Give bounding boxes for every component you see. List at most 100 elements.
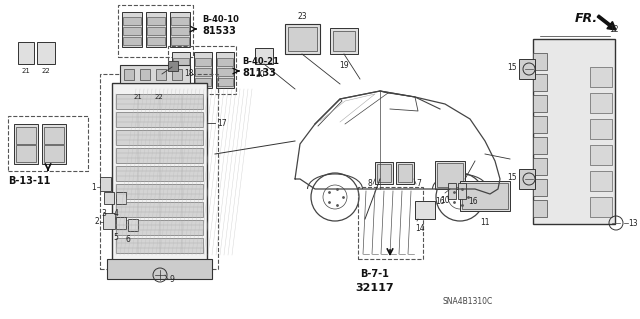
Bar bbox=[435, 161, 465, 189]
Text: 12: 12 bbox=[609, 25, 619, 34]
Text: 17: 17 bbox=[217, 118, 227, 128]
Bar bbox=[288, 27, 317, 51]
Bar bbox=[130, 71, 146, 91]
Bar bbox=[533, 200, 547, 217]
Bar bbox=[116, 217, 126, 229]
Text: 16: 16 bbox=[435, 197, 445, 205]
Bar bbox=[140, 69, 150, 80]
Bar bbox=[173, 68, 189, 76]
Bar bbox=[170, 12, 190, 47]
Bar bbox=[122, 12, 142, 47]
Text: B-40-10: B-40-10 bbox=[202, 16, 239, 25]
Bar bbox=[168, 46, 236, 94]
Bar bbox=[120, 65, 190, 83]
Bar bbox=[533, 137, 547, 154]
Bar bbox=[171, 27, 189, 35]
Bar bbox=[168, 61, 178, 71]
Text: FR.: FR. bbox=[575, 12, 598, 26]
Bar bbox=[533, 53, 547, 70]
Text: 2: 2 bbox=[94, 218, 99, 226]
Bar bbox=[330, 28, 358, 54]
Bar bbox=[16, 127, 36, 144]
Bar bbox=[462, 183, 508, 209]
Bar bbox=[437, 163, 463, 187]
Bar bbox=[116, 192, 126, 204]
Bar bbox=[116, 184, 203, 199]
Bar bbox=[123, 37, 141, 45]
Text: 21: 21 bbox=[22, 68, 31, 74]
Bar bbox=[156, 69, 166, 80]
Bar bbox=[116, 202, 203, 217]
Bar bbox=[18, 42, 34, 64]
Bar bbox=[172, 69, 182, 80]
Bar bbox=[116, 166, 203, 181]
Bar bbox=[103, 213, 115, 229]
Bar bbox=[285, 24, 320, 54]
Bar bbox=[116, 148, 203, 163]
Text: 1: 1 bbox=[92, 182, 96, 191]
Bar bbox=[42, 124, 66, 164]
Text: 21: 21 bbox=[134, 94, 143, 100]
Bar bbox=[172, 52, 190, 88]
Text: 10: 10 bbox=[440, 196, 450, 205]
Text: 7: 7 bbox=[416, 180, 421, 189]
Bar bbox=[217, 78, 233, 86]
Text: 81133: 81133 bbox=[242, 68, 276, 78]
Text: 8: 8 bbox=[367, 180, 372, 189]
Text: 5: 5 bbox=[113, 233, 118, 242]
Bar bbox=[100, 177, 111, 191]
Bar bbox=[255, 48, 273, 64]
Bar bbox=[195, 78, 211, 86]
Bar bbox=[216, 52, 234, 88]
Bar bbox=[533, 179, 547, 196]
Text: 22: 22 bbox=[42, 68, 51, 74]
Bar bbox=[173, 58, 189, 66]
Bar bbox=[533, 158, 547, 175]
Bar bbox=[171, 17, 189, 25]
Bar bbox=[590, 145, 612, 165]
Bar bbox=[116, 220, 203, 235]
Bar bbox=[333, 31, 355, 51]
Bar bbox=[123, 27, 141, 35]
Bar bbox=[533, 116, 547, 133]
Text: 19: 19 bbox=[339, 61, 349, 70]
Text: 9: 9 bbox=[170, 275, 175, 284]
Bar bbox=[147, 37, 165, 45]
Text: 18: 18 bbox=[184, 69, 193, 78]
Bar bbox=[118, 5, 193, 57]
Text: 11: 11 bbox=[480, 218, 490, 227]
Bar bbox=[16, 145, 36, 162]
Bar bbox=[195, 68, 211, 76]
Bar bbox=[116, 238, 203, 253]
Bar bbox=[100, 74, 218, 269]
Bar bbox=[460, 181, 510, 211]
Text: 20: 20 bbox=[255, 70, 264, 79]
Text: 13: 13 bbox=[628, 219, 637, 227]
Text: B-13-11: B-13-11 bbox=[8, 176, 51, 186]
Bar bbox=[14, 124, 38, 164]
Bar bbox=[123, 17, 141, 25]
Bar bbox=[124, 69, 134, 80]
Text: 3: 3 bbox=[102, 209, 106, 218]
Bar bbox=[150, 71, 168, 91]
Text: 15: 15 bbox=[508, 173, 517, 182]
Bar bbox=[217, 58, 233, 66]
Bar bbox=[8, 116, 88, 171]
Bar bbox=[398, 164, 412, 182]
Bar bbox=[358, 187, 423, 259]
Bar bbox=[590, 93, 612, 113]
Text: 6: 6 bbox=[125, 235, 131, 244]
Bar bbox=[147, 27, 165, 35]
Bar bbox=[44, 145, 64, 162]
Bar bbox=[396, 162, 414, 184]
Bar bbox=[104, 192, 114, 204]
Bar bbox=[448, 183, 456, 199]
Text: SNA4B1310C: SNA4B1310C bbox=[443, 296, 493, 306]
Text: 23: 23 bbox=[297, 12, 307, 21]
Bar bbox=[112, 83, 207, 261]
Text: 32117: 32117 bbox=[356, 283, 394, 293]
Text: 81533: 81533 bbox=[202, 26, 236, 36]
Bar bbox=[590, 197, 612, 217]
Bar bbox=[37, 42, 55, 64]
Bar bbox=[195, 58, 211, 66]
